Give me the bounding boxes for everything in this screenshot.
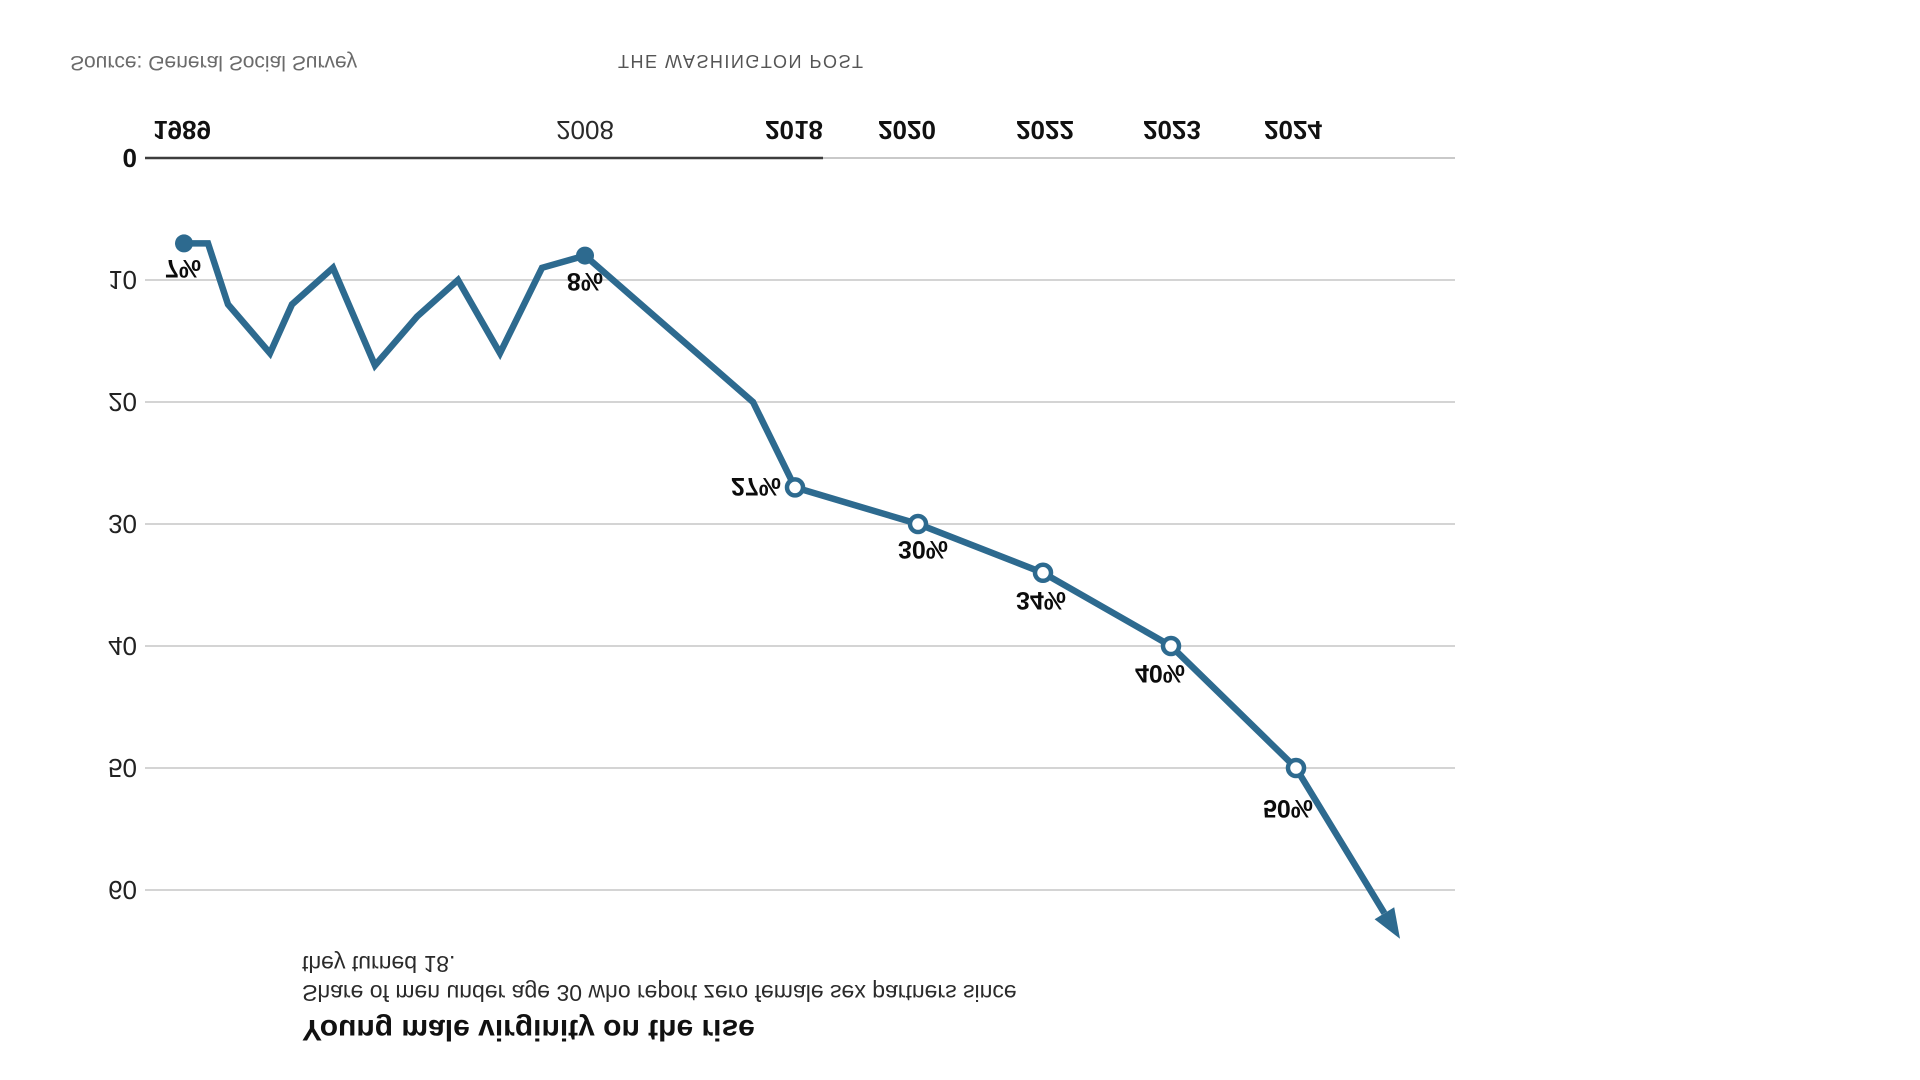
chart-subtitle-line2: they turned 18. <box>302 951 456 977</box>
y-axis-tick-20: 20 <box>108 387 137 417</box>
data-point-2008 <box>576 246 594 265</box>
y-axis-tick-40: 40 <box>108 631 137 661</box>
y-axis-tick-0: 0 <box>122 143 137 173</box>
data-point-2018 <box>784 477 806 498</box>
data-label-2020: 30% <box>897 535 949 563</box>
data-point-2022 <box>1032 562 1054 584</box>
data-label-2022: 34% <box>1015 586 1067 614</box>
x-axis-tick-2023: 2023 <box>1143 115 1201 145</box>
x-axis-tick-2008: 2008 <box>556 115 614 145</box>
source-credit: Source: General Social Survey <box>70 51 358 74</box>
data-point-2024 <box>1285 757 1307 779</box>
y-axis-tick-60: 60 <box>108 875 137 905</box>
y-axis-tick-50: 50 <box>108 753 137 783</box>
x-axis-tick-2022: 2022 <box>1016 115 1074 145</box>
data-point-1989 <box>175 234 193 253</box>
trend-line <box>184 240 1388 915</box>
data-label-2008: 8% <box>566 267 604 295</box>
data-point-2020 <box>907 513 929 535</box>
data-label-2024: 50% <box>1262 794 1314 822</box>
data-label-1989: 7% <box>164 254 202 282</box>
data-label-2023: 40% <box>1134 659 1186 687</box>
x-axis-tick-2024: 2024 <box>1264 115 1322 145</box>
chart-subtitle-line1: Share of men under age 30 who report zer… <box>302 980 1017 1006</box>
y-axis-tick-30: 30 <box>108 509 137 539</box>
publisher-credit: THE WASHINGTON POST <box>618 51 865 71</box>
chart-title: Young male virginity on the rise <box>302 1013 755 1046</box>
x-axis-tick-1989: 1989 <box>153 115 211 145</box>
data-label-2018: 27% <box>730 472 782 500</box>
x-axis-tick-2020: 2020 <box>878 115 936 145</box>
data-point-2023 <box>1160 635 1182 657</box>
projection-arrowhead <box>1374 907 1400 939</box>
